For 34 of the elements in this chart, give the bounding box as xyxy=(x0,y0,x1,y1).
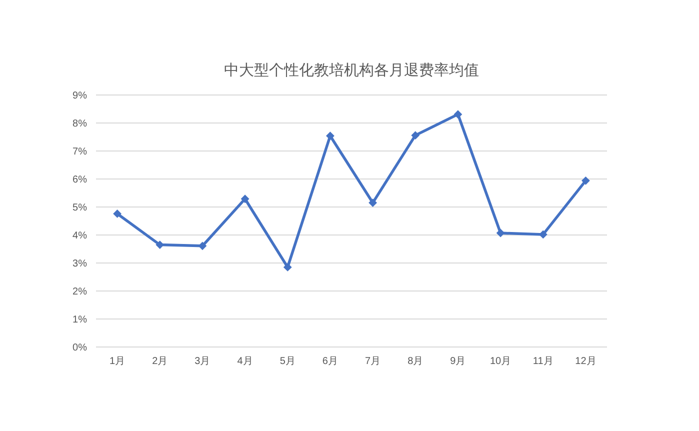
y-tick-label: 7% xyxy=(72,146,88,158)
x-tick-label: 11月 xyxy=(532,356,554,367)
x-tick-label: 2月 xyxy=(152,356,168,367)
y-tick-label: 2% xyxy=(72,286,88,298)
point xyxy=(582,176,590,185)
x-tick-label: 9月 xyxy=(450,356,466,367)
y-tick-label: 9% xyxy=(72,90,88,102)
chart-title: 中大型个性化教培机构各月退费率均值 xyxy=(224,62,479,79)
x-tick-label: 10月 xyxy=(490,356,512,367)
x-tick-label: 12月 xyxy=(575,356,596,367)
point xyxy=(284,263,292,272)
y-tick-label: 3% xyxy=(72,258,88,270)
x-tick-label: 6月 xyxy=(322,356,338,367)
point xyxy=(241,194,250,203)
x-tick-label: 3月 xyxy=(194,356,210,367)
point xyxy=(411,131,420,140)
x-tick-label: 1月 xyxy=(110,356,126,367)
x-tick-label: 8月 xyxy=(408,356,424,367)
point xyxy=(326,132,334,140)
y-tick-label: 4% xyxy=(72,230,88,242)
y-tick-label: 0% xyxy=(72,342,88,354)
y-tick-label: 6% xyxy=(72,174,88,186)
y-tick-label: 5% xyxy=(72,202,88,214)
x-tick-label: 7月 xyxy=(365,356,381,367)
point xyxy=(113,210,122,218)
point xyxy=(368,198,377,207)
point xyxy=(496,229,505,238)
y-tick-label: 1% xyxy=(72,314,88,326)
y-tick-label: 8% xyxy=(72,118,88,130)
point xyxy=(454,110,462,118)
x-tick-label: 5月 xyxy=(280,356,296,367)
x-tick-label: 4月 xyxy=(237,356,253,367)
point xyxy=(539,230,548,238)
point xyxy=(156,240,164,249)
